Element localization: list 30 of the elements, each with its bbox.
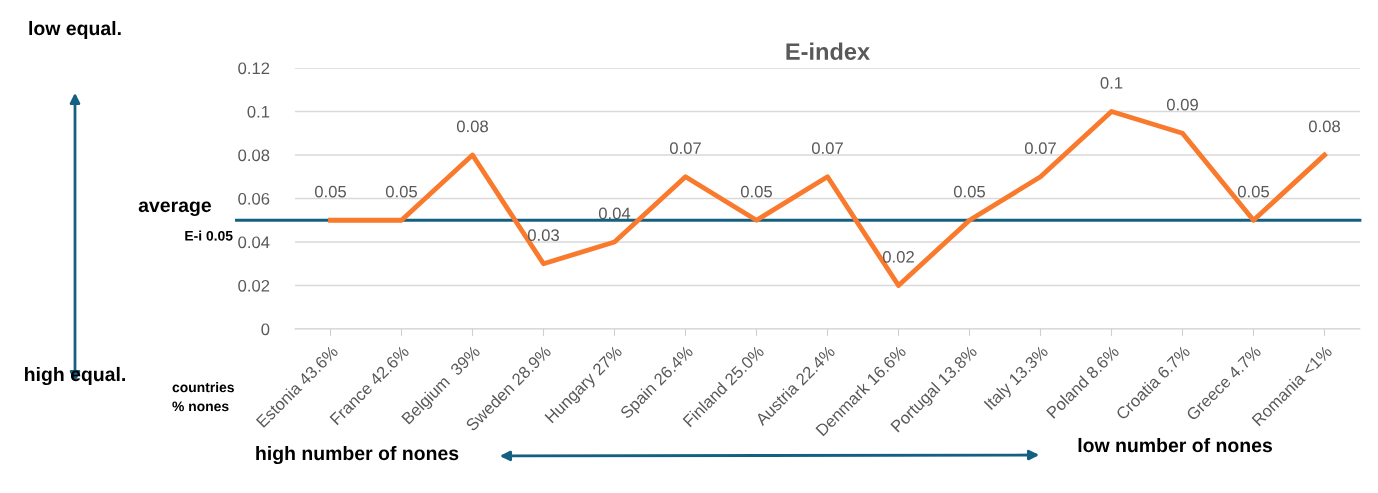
data-label: 0.09 [1166,98,1198,111]
data-label: 0.05 [953,185,986,198]
y-tick-label: 0.1 [247,105,270,118]
text: high number of nones [256,445,459,465]
chart-title: E-index [786,42,870,60]
text: countries % nones [172,382,234,412]
text: low number of nones [1078,437,1272,453]
text: low equal. [29,20,121,40]
text: high equal. [25,366,125,386]
y-tick-label: 0.04 [238,236,270,249]
y-tick-label: 0.08 [238,149,270,162]
data-label: 0.07 [1024,142,1056,155]
data-label: 0.08 [456,120,488,133]
y-tick-label: 0.12 [238,62,270,75]
y-tick-label: 0 [261,323,270,336]
data-label: 0.04 [598,207,631,220]
data-label: 0.1 [1100,76,1123,89]
ref-line-label: average [138,201,212,217]
data-label: 0.03 [527,229,559,242]
y-tick-label: 0.02 [238,279,270,292]
data-label: 0.05 [314,185,347,198]
data-label: 0.07 [811,142,843,155]
text: E-i 0.05 [185,230,233,241]
data-label: 0.05 [740,185,773,198]
data-label: 0.05 [1237,185,1270,198]
data-label: 0.07 [669,142,701,155]
data-label: 0.05 [385,185,418,198]
y-tick-label: 0.06 [238,192,270,205]
data-label: 0.08 [1308,120,1340,133]
data-label: 0.02 [882,250,914,263]
